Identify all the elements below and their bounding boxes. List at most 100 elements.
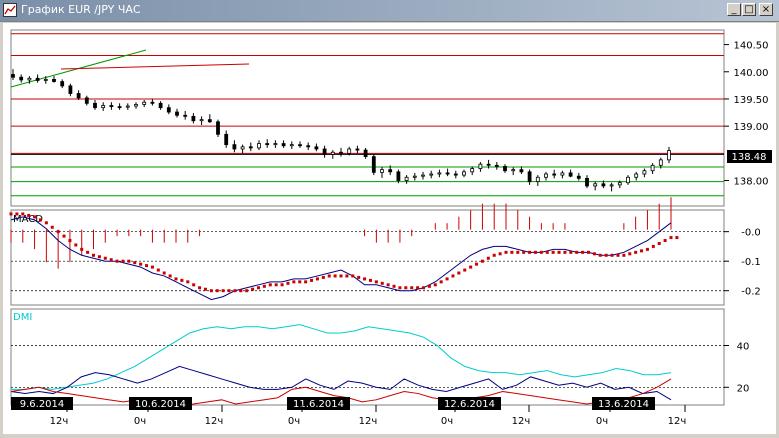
- time-tick-label: 12ч: [359, 416, 378, 427]
- macd-signal-dot: [669, 236, 673, 240]
- candle-body: [560, 172, 565, 176]
- candle-body: [658, 159, 663, 166]
- macd-signal-dot: [368, 278, 372, 282]
- macd-signal-dot: [480, 259, 484, 263]
- macd-signal-dot: [486, 256, 490, 260]
- macd-signal-dot: [439, 280, 443, 284]
- date-label: 11.6.2014: [293, 399, 344, 410]
- restore-button[interactable]: □: [742, 3, 756, 16]
- chart-area[interactable]: 140.50 140.00 139.50 139.00 138.00 138.48 MA…: [3, 23, 776, 434]
- price-axis-label: 139.00: [734, 122, 769, 133]
- candle-body: [60, 81, 65, 87]
- price-axis-label: 140.50: [734, 41, 769, 52]
- macd-signal-dot: [92, 253, 95, 257]
- candle-body: [486, 163, 491, 166]
- macd-signal-dot: [663, 239, 667, 243]
- macd-signal-dot: [651, 244, 655, 248]
- candle-body: [552, 173, 557, 176]
- candle-body: [43, 78, 48, 81]
- macd-signal-dot: [133, 261, 137, 265]
- macd-panel[interactable]: MACD -0.0 -0.1 -0.2: [9, 197, 761, 306]
- macd-signal-dot: [62, 234, 66, 238]
- time-tick-label: 12ч: [512, 416, 531, 427]
- macd-axis-label: -0.2: [741, 287, 761, 298]
- dmi-axis-label: 20: [737, 383, 750, 394]
- candle-body: [273, 143, 278, 146]
- candle-body: [617, 182, 622, 186]
- candles: [11, 69, 671, 192]
- macd-signal-dot: [357, 275, 361, 279]
- close-button[interactable]: ×: [759, 3, 773, 16]
- candle-body: [503, 165, 507, 172]
- time-tick-label: 0ч: [288, 416, 300, 427]
- macd-signal-dot: [604, 253, 608, 257]
- macd-signal-dot: [280, 283, 284, 287]
- chart-window-icon: [3, 3, 17, 17]
- candle-body: [494, 164, 499, 167]
- price-axis-label: 140.00: [734, 68, 769, 79]
- macd-signal-dot: [539, 250, 543, 254]
- macd-signal-dot: [616, 253, 620, 257]
- macd-signal-dot: [121, 259, 125, 263]
- date-label: 9.6.2014: [20, 399, 65, 410]
- macd-signal-dot: [587, 250, 590, 254]
- candle-body: [568, 172, 573, 177]
- window-title: График EUR /JPY ЧАС: [21, 3, 141, 16]
- macd-signal-dot: [374, 280, 378, 284]
- candle-body: [101, 105, 106, 109]
- dmi-panel[interactable]: DMI 40 20: [10, 308, 750, 407]
- candle-body: [150, 101, 155, 104]
- candle-body: [396, 171, 401, 181]
- time-axis: 9.6.2014 10.6.2014 11.6.2014 12.6.2014 13.6.…: [11, 397, 686, 427]
- candle-body: [232, 144, 237, 150]
- macd-signal-dot: [292, 280, 296, 284]
- macd-signal-dot: [150, 265, 154, 269]
- macd-signal-dot: [433, 283, 437, 287]
- candle-body: [199, 119, 204, 122]
- macd-lines: [9, 212, 679, 301]
- minimize-button[interactable]: _: [727, 3, 741, 16]
- macd-signal-dot: [27, 213, 31, 217]
- macd-signal-dot: [516, 250, 520, 254]
- macd-signal-dot: [274, 283, 278, 287]
- macd-signal-dot: [50, 225, 54, 229]
- candle-body: [404, 176, 409, 181]
- candle-body: [257, 143, 261, 149]
- window-titlebar[interactable]: График EUR /JPY ЧАС _ □ ×: [0, 0, 779, 22]
- date-label: 12.6.2014: [444, 399, 495, 410]
- candle-body: [388, 169, 393, 173]
- time-tick-label: 12ч: [205, 416, 224, 427]
- macd-signal-dot: [127, 259, 131, 263]
- red-trendline: [60, 63, 250, 70]
- candle-body: [478, 163, 483, 169]
- macd-signal-dot: [192, 283, 196, 287]
- dmi-axis-labels: 40 20: [724, 342, 750, 394]
- candle-body: [322, 148, 327, 155]
- candle-body: [306, 145, 311, 148]
- time-tick-label: 0ч: [596, 416, 608, 427]
- macd-signal-dot: [251, 287, 255, 291]
- macd-signal-dot: [304, 280, 308, 284]
- candle-body: [207, 119, 212, 123]
- macd-signal-dot: [598, 253, 602, 257]
- candle-body: [363, 149, 368, 158]
- date-label-box: [592, 397, 655, 410]
- candle-body: [576, 175, 581, 179]
- macd-signal-dot: [475, 262, 479, 266]
- candle-body: [240, 146, 245, 150]
- macd-signal-dot: [86, 250, 90, 254]
- charts-canvas[interactable]: 140.50 140.00 139.50 139.00 138.00 138.48 MA…: [3, 23, 776, 434]
- trendlines: [10, 49, 250, 88]
- macd-title: MACD: [13, 214, 43, 225]
- macd-signal-dot: [115, 259, 119, 263]
- candle-body: [642, 170, 647, 175]
- candle-body: [429, 173, 434, 176]
- price-panel[interactable]: 140.50 140.00 139.50 139.00 138.00 138.48: [10, 29, 772, 207]
- macd-signal-dot: [628, 252, 632, 256]
- price-axis-labels: 140.50 140.00 139.50 139.00 138.00: [724, 41, 769, 188]
- candle-body: [19, 76, 24, 81]
- macd-signal-dot: [563, 250, 567, 254]
- candle-body: [585, 177, 589, 187]
- candle-body: [453, 173, 458, 176]
- macd-signal-dot: [233, 289, 237, 293]
